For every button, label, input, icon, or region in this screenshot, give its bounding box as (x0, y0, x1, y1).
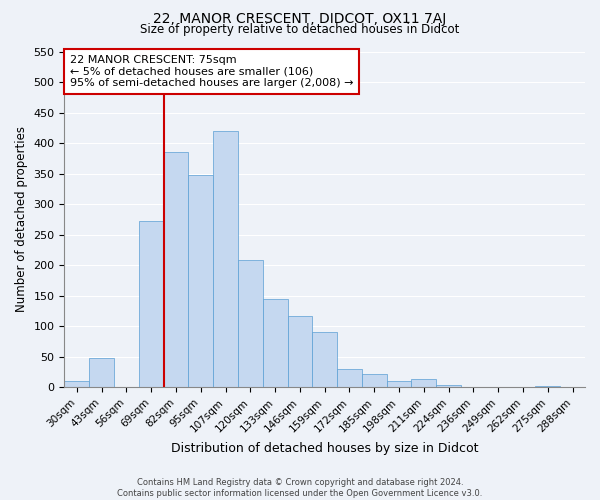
Bar (287, 316, 313, 387)
Text: Contains HM Land Registry data © Crown copyright and database right 2024.
Contai: Contains HM Land Registry data © Crown c… (118, 478, 482, 498)
Bar (337, 369, 362, 387)
Bar (89, 358, 114, 387)
Bar (362, 374, 386, 387)
Bar (412, 379, 436, 387)
Bar (213, 131, 238, 387)
Bar (164, 152, 188, 387)
Bar (386, 381, 412, 387)
Text: 22 MANOR CRESCENT: 75sqm
← 5% of detached houses are smaller (106)
95% of semi-d: 22 MANOR CRESCENT: 75sqm ← 5% of detache… (70, 55, 353, 88)
Bar (263, 299, 287, 387)
Bar (535, 386, 560, 387)
X-axis label: Distribution of detached houses by size in Didcot: Distribution of detached houses by size … (171, 442, 478, 455)
Y-axis label: Number of detached properties: Number of detached properties (15, 126, 28, 312)
Text: 22, MANOR CRESCENT, DIDCOT, OX11 7AJ: 22, MANOR CRESCENT, DIDCOT, OX11 7AJ (154, 12, 446, 26)
Bar (188, 175, 213, 387)
Bar (64, 381, 89, 387)
Bar (139, 221, 164, 387)
Bar (436, 384, 461, 387)
Text: Size of property relative to detached houses in Didcot: Size of property relative to detached ho… (140, 22, 460, 36)
Bar (313, 332, 337, 387)
Bar (238, 260, 263, 387)
